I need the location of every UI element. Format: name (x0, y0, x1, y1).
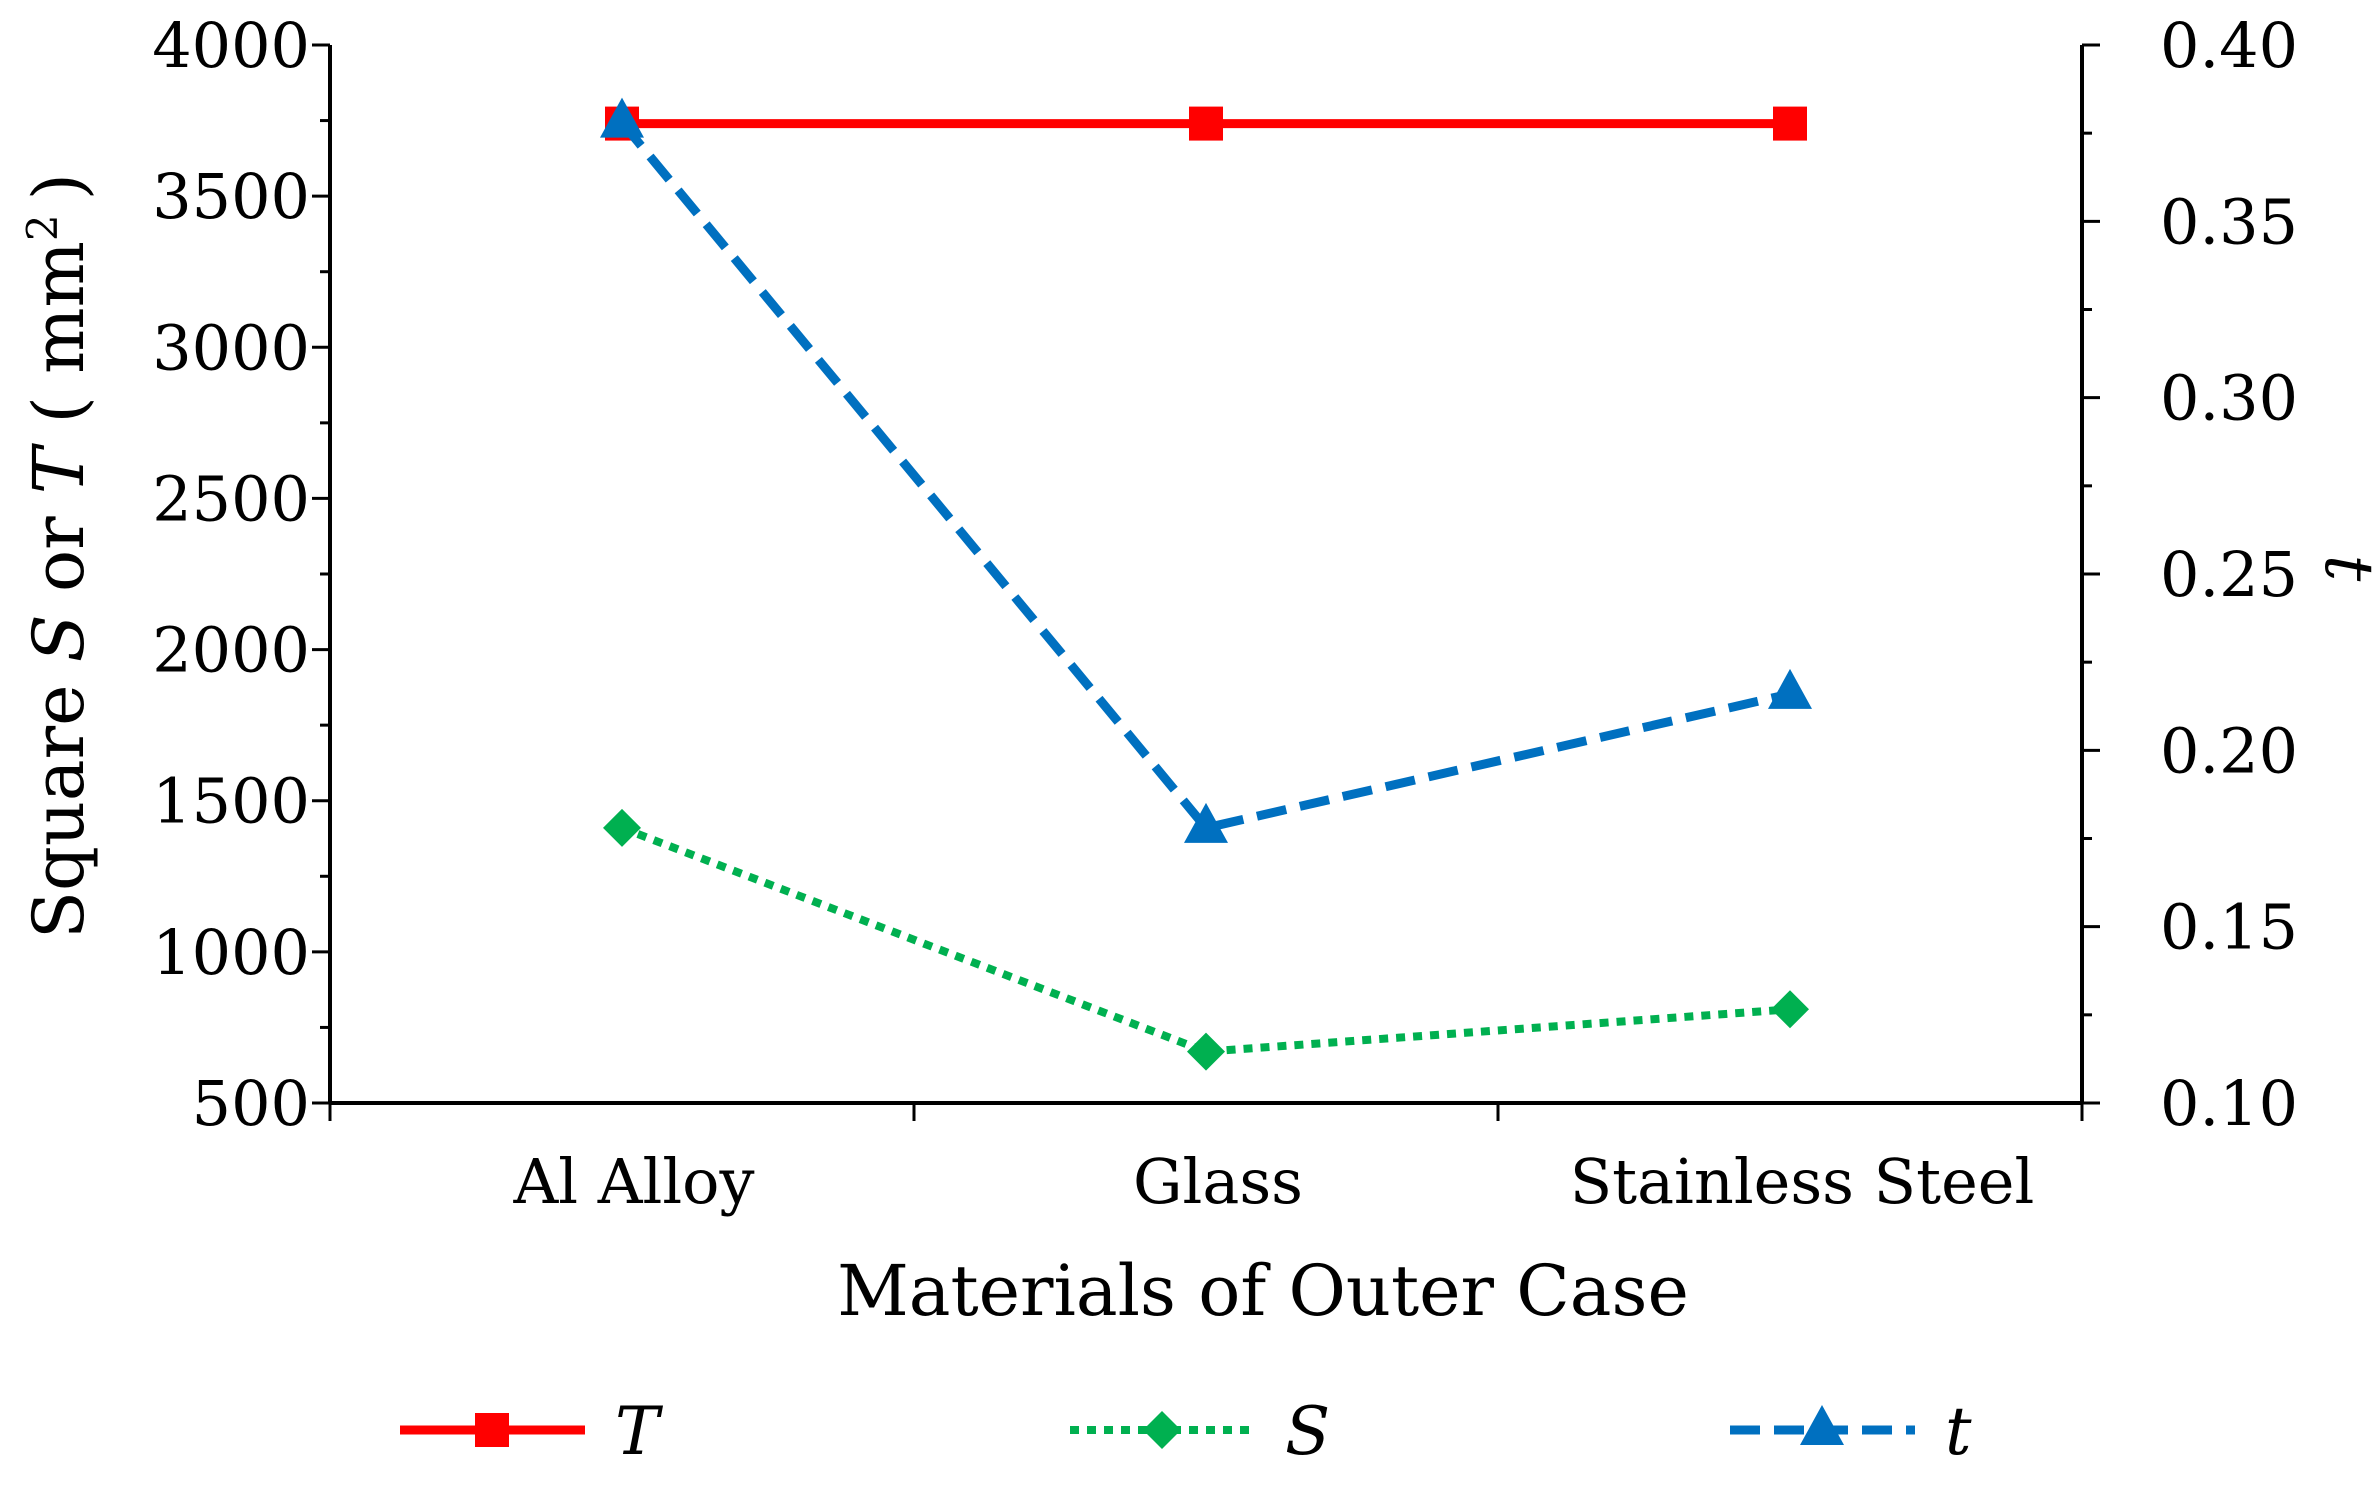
y-axis-title-unit-open: ( mm (18, 241, 100, 423)
y-tick-label: 3000 (152, 311, 310, 384)
x-tick-label: Stainless Steel (1570, 1145, 2035, 1218)
data-point-t (1189, 106, 1223, 141)
y-axis-title-s: S (18, 614, 100, 662)
axes: 500 1000 1500 2000 2500 3000 3500 4000 0.10 0.15 0… (152, 9, 2298, 1218)
data-point-t-ratio (600, 97, 644, 138)
x-tick-label: Glass (1133, 1145, 1303, 1218)
y-tick-label: 3500 (152, 160, 310, 233)
series-s (603, 808, 1809, 1071)
series-t-ratio (600, 97, 1812, 843)
y-tick-label: 1500 (152, 765, 310, 838)
y-tick-label: 2000 (152, 614, 310, 687)
y2-tick-label: 0.30 (2160, 362, 2298, 435)
data-point-s (1771, 990, 1809, 1029)
data-point-t (1773, 106, 1807, 141)
data-point-s (1187, 1032, 1225, 1071)
y-axis-title-unit-sup: 2 (18, 214, 67, 241)
x-tick-label: Al Alloy (512, 1145, 754, 1218)
y-axis-title-unit-close: ) (18, 173, 100, 200)
legend-label-t-ratio: t (1945, 1393, 1972, 1470)
legend-marker-s (1143, 1411, 1181, 1449)
y2-tick-label: 0.15 (2160, 891, 2298, 964)
series-t (605, 106, 1807, 141)
x-axis-title: Materials of Outer Case (837, 1250, 1689, 1332)
legend-label-t: T (615, 1393, 664, 1470)
y2-tick-label: 0.25 (2160, 538, 2298, 611)
series-line-t-ratio (618, 119, 1792, 833)
axis-labels: Materials of Outer Case Square S or T ( m… (18, 173, 2375, 1332)
y-axis-title-prefix: Square (18, 662, 100, 939)
data-point-t-ratio (1184, 802, 1228, 843)
y2-tick-label: 0.10 (2160, 1067, 2298, 1140)
y-tick-label: 4000 (152, 9, 310, 82)
y2-tick-label: 0.40 (2160, 9, 2298, 82)
y-axis-title-t: T (18, 443, 100, 494)
legend-item-t-ratio: t (1730, 1393, 1972, 1470)
data-point-s (603, 808, 641, 847)
plot-area (600, 97, 1812, 1071)
y-tick-label: 2500 (152, 462, 310, 535)
legend-marker-t-ratio (1800, 1405, 1844, 1445)
legend-label-s: S (1285, 1393, 1330, 1470)
y-axis-title: Square S or T ( mm2) (18, 173, 100, 939)
data-point-t-ratio (1768, 668, 1812, 709)
legend-item-s: S (1070, 1393, 1330, 1470)
y2-tick-label: 0.20 (2160, 714, 2298, 787)
legend-item-t: T (400, 1393, 664, 1470)
y2-tick-label: 0.35 (2160, 185, 2298, 258)
y-axis-title-mid: or (18, 494, 100, 614)
y-tick-label: 1000 (152, 916, 310, 989)
y2-axis-title: t (2310, 555, 2375, 582)
y-tick-label: 500 (192, 1067, 310, 1140)
legend-marker-t (475, 1413, 509, 1447)
series-line-s (620, 824, 1791, 1056)
